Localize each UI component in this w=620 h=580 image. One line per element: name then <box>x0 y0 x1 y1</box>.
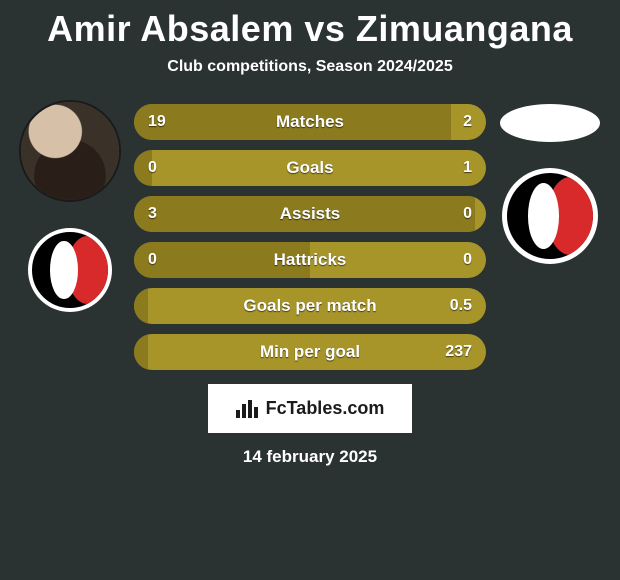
stat-bar: 0 Hattricks 0 <box>134 242 486 278</box>
stat-label: Min per goal <box>260 342 360 362</box>
footer: FcTables.com 14 february 2025 <box>10 384 610 467</box>
stat-bar-left-fill <box>134 288 148 324</box>
avatar-placeholder-icon <box>21 102 119 200</box>
stat-right-value: 2 <box>463 113 472 131</box>
stat-bar: Goals per match 0.5 <box>134 288 486 324</box>
stat-right-value: 0 <box>463 251 472 269</box>
left-player-col <box>10 94 130 312</box>
date-text: 14 february 2025 <box>243 447 377 467</box>
stat-label: Goals <box>286 158 333 178</box>
player1-club-badge <box>28 228 112 312</box>
player1-avatar <box>19 100 121 202</box>
stat-left-value: 19 <box>148 113 166 131</box>
stat-bar: 3 Assists 0 <box>134 196 486 232</box>
player2-avatar-blank <box>500 104 600 142</box>
stat-bar-left-fill <box>134 334 148 370</box>
subtitle: Club competitions, Season 2024/2025 <box>10 52 610 94</box>
stat-left-value: 0 <box>148 159 157 177</box>
stat-bar: 0 Goals 1 <box>134 150 486 186</box>
page-title: Amir Absalem vs Zimuangana <box>10 0 610 52</box>
comparison-row: 19 Matches 2 0 Goals 1 3 Assists 0 0 Hattricks 0 Goa… <box>10 94 610 370</box>
brand-logo: FcTables.com <box>208 384 413 433</box>
bar-chart-icon <box>236 400 258 418</box>
stat-bar: 19 Matches 2 <box>134 104 486 140</box>
stat-label: Goals per match <box>243 296 376 316</box>
player2-club-badge <box>502 168 598 264</box>
stat-bar: Min per goal 237 <box>134 334 486 370</box>
stat-right-value: 0 <box>463 205 472 223</box>
stat-bars: 19 Matches 2 0 Goals 1 3 Assists 0 0 Hattricks 0 Goa… <box>130 94 490 370</box>
right-player-col <box>490 94 610 264</box>
stat-right-value: 237 <box>445 343 472 361</box>
stat-label: Assists <box>280 204 340 224</box>
stat-right-value: 0.5 <box>450 297 472 315</box>
brand-text: FcTables.com <box>266 398 385 419</box>
stat-left-value: 3 <box>148 205 157 223</box>
stat-label: Hattricks <box>274 250 347 270</box>
stat-right-value: 1 <box>463 159 472 177</box>
stat-label: Matches <box>276 112 344 132</box>
stat-left-value: 0 <box>148 251 157 269</box>
